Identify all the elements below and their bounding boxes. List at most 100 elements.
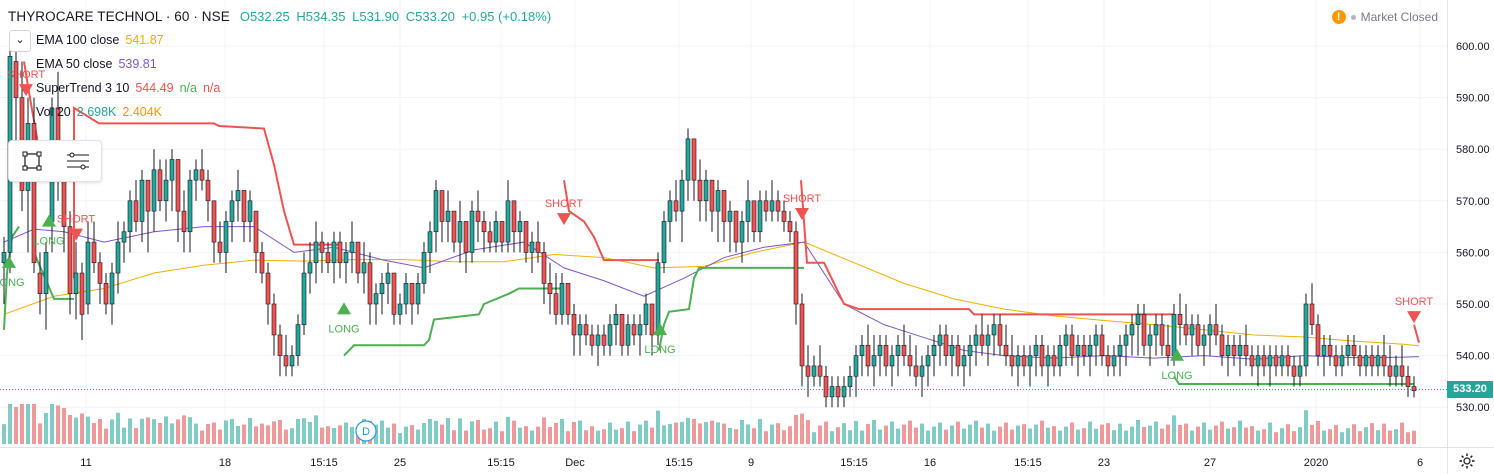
- volume-bar: [1022, 424, 1026, 444]
- candle-body: [1411, 386, 1417, 391]
- candle-body: [1129, 324, 1135, 336]
- indicator-ema100[interactable]: EMA 100 close 541.87: [36, 28, 554, 52]
- indicator-ema50[interactable]: EMA 50 close 539.81: [36, 52, 554, 76]
- candle: [253, 210, 259, 274]
- candle: [529, 231, 535, 274]
- candle-body: [295, 324, 301, 356]
- candle-body: [1183, 324, 1189, 336]
- volume-bar: [668, 424, 672, 444]
- candle-body: [1153, 324, 1159, 336]
- select-rectangle-icon[interactable]: [18, 147, 46, 175]
- market-status[interactable]: ! Market Closed: [1331, 10, 1438, 24]
- candle-body: [121, 231, 127, 243]
- candle-body: [1303, 303, 1309, 367]
- candle-body: [385, 272, 391, 284]
- price-axis-label: 600.00: [1456, 41, 1490, 53]
- price-axis[interactable]: 600.00 590.00 580.00 570.00 560.00 550.00 540.…: [1456, 41, 1490, 414]
- candle-body: [493, 221, 499, 243]
- candle-body: [781, 210, 787, 222]
- candle: [337, 231, 343, 279]
- candle-body: [439, 190, 445, 222]
- symbol-title[interactable]: THYROCARE TECHNOL · 60 · NSE: [8, 8, 230, 24]
- candle-body: [1117, 344, 1123, 356]
- long-signal: LONG: [0, 255, 25, 289]
- price-axis-label: 550.00: [1456, 299, 1490, 311]
- volume-bar: [38, 423, 42, 444]
- volume-bar: [1256, 430, 1260, 444]
- list-lines-icon[interactable]: [64, 147, 92, 175]
- candle-body: [403, 283, 409, 305]
- candle-body: [445, 210, 451, 222]
- time-axis[interactable]: 11 18 15:15 25 15:15 Dec 15:15 9 15:15 16 15:15 23 2…: [80, 457, 1423, 469]
- candle-body: [355, 241, 361, 274]
- candle: [1183, 304, 1189, 346]
- indicator-label: EMA 100 close: [36, 33, 120, 47]
- candle-body: [1159, 324, 1165, 346]
- candle: [187, 169, 193, 253]
- volume-bar: [614, 429, 618, 444]
- candle-body: [259, 252, 265, 274]
- short-signal: SHORT: [783, 193, 821, 220]
- candle: [313, 221, 319, 284]
- candle: [721, 190, 727, 243]
- gear-icon[interactable]: [1458, 452, 1476, 470]
- candle-body: [325, 252, 331, 264]
- candle: [763, 190, 769, 222]
- candle: [751, 200, 757, 243]
- candle: [31, 97, 37, 274]
- up-arrow-icon: [653, 322, 667, 335]
- candle: [289, 345, 295, 377]
- candle: [1213, 304, 1219, 346]
- candle-body: [127, 200, 133, 233]
- short-signal: SHORT: [57, 214, 95, 241]
- candle: [1081, 334, 1087, 366]
- candle: [727, 200, 733, 253]
- volume-bar: [416, 429, 420, 444]
- volume-bar: [1250, 426, 1254, 444]
- candle: [325, 242, 331, 274]
- candle: [1339, 345, 1345, 377]
- candle: [1297, 355, 1303, 387]
- close-value: C533.20: [405, 8, 455, 24]
- volume-bar: [1232, 427, 1236, 444]
- candle: [349, 221, 355, 274]
- candle: [1147, 324, 1153, 366]
- time-axis-label: 18: [219, 457, 231, 469]
- event-marker-label: D: [362, 426, 370, 438]
- candle-body: [721, 190, 727, 222]
- volume-bar: [92, 423, 96, 444]
- volume-bar: [902, 424, 906, 444]
- candle: [151, 149, 157, 232]
- candle-body: [847, 375, 853, 387]
- volume-bar: [1262, 429, 1266, 444]
- chart-legend: THYROCARE TECHNOL · 60 · NSE O532.25 H53…: [8, 4, 554, 124]
- candle: [775, 190, 781, 222]
- candle: [1321, 334, 1327, 377]
- candle: [493, 211, 499, 253]
- candle-body: [589, 334, 595, 346]
- candle-body: [1321, 344, 1327, 356]
- candle: [877, 334, 883, 377]
- candle: [985, 324, 991, 366]
- candle: [13, 46, 19, 150]
- candle: [385, 262, 391, 304]
- candle: [355, 241, 361, 284]
- candle: [679, 169, 685, 243]
- indicator-supertrend[interactable]: SuperTrend 3 10 544.49 n/a n/a: [36, 76, 554, 100]
- candle-body: [433, 190, 439, 233]
- collapse-legend-button[interactable]: ⌄: [9, 30, 31, 52]
- volume-bar: [944, 429, 948, 444]
- candle: [1393, 355, 1399, 387]
- volume-bar: [260, 423, 264, 444]
- candle: [607, 314, 613, 356]
- volume-bar: [1094, 428, 1098, 444]
- status-dot-icon: [1350, 14, 1356, 20]
- candle-body: [199, 169, 205, 181]
- candle: [1369, 345, 1375, 377]
- dividend-event-marker[interactable]: D: [355, 420, 377, 442]
- indicator-volume[interactable]: Vol 20 2.698K 2.404K: [36, 100, 554, 124]
- volume-bar: [146, 417, 150, 444]
- candle-body: [805, 365, 811, 377]
- candle: [475, 190, 481, 243]
